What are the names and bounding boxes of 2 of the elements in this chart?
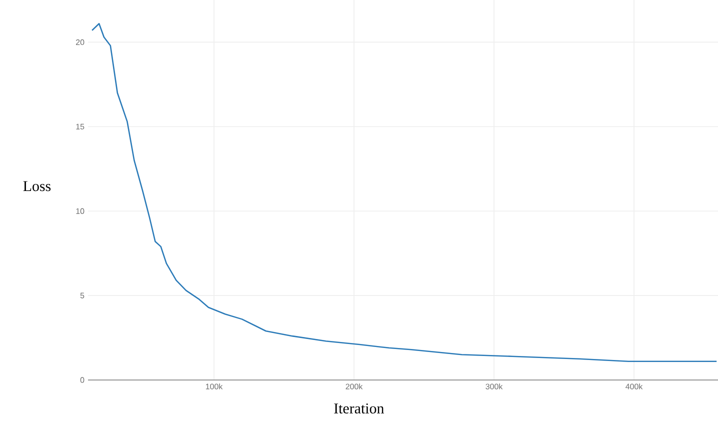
- x-axis-title: Iteration: [334, 403, 384, 414]
- y-axis-title: Loss: [23, 181, 51, 192]
